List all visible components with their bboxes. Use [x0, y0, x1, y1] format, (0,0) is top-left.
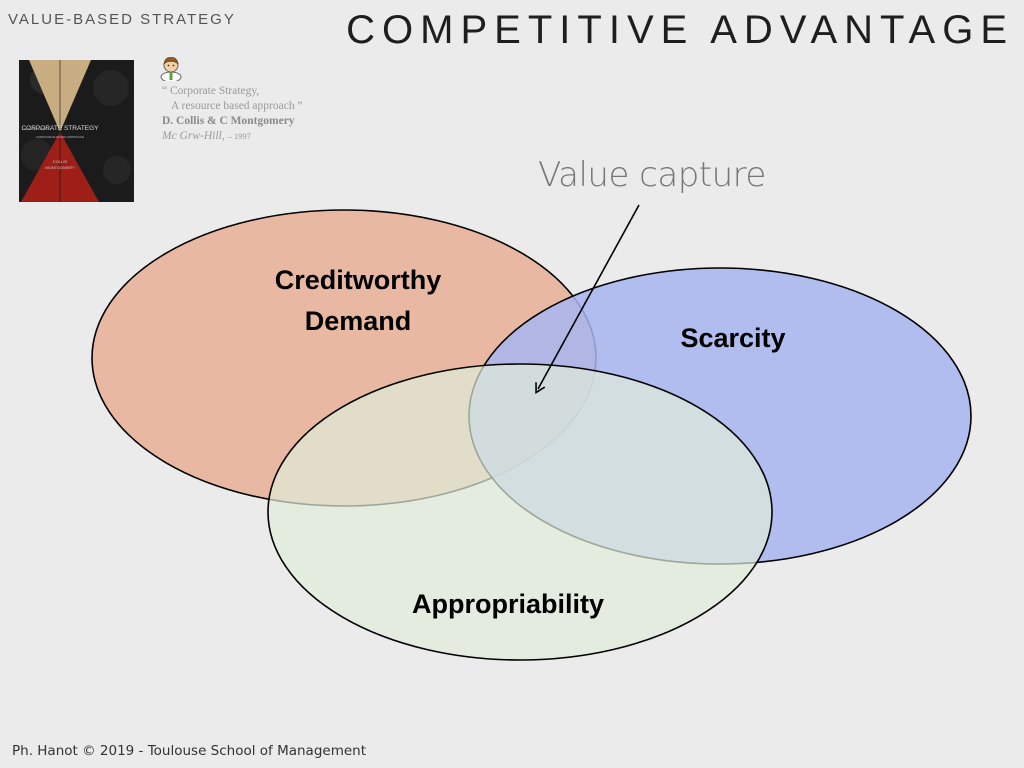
value-capture-arrow	[535, 204, 640, 394]
citation-year: – 1997	[227, 131, 251, 141]
book-cover-title: CORPORATE STRATEGY	[21, 125, 99, 132]
appropriability-circle	[267, 363, 773, 661]
demand-label: Creditworthy Demand	[248, 260, 468, 342]
demand-label-line2: Demand	[304, 306, 412, 336]
book-cover-edition: SECOND EDITION	[24, 127, 50, 131]
book-cover-subtitle: A RESOURCE-BASED APPROACH	[36, 135, 84, 139]
citation-publisher: Mc Grw-Hill,	[162, 130, 225, 142]
page-title: COMPETITIVE ADVANTAGE	[346, 8, 1014, 52]
demand-label-line1: Creditworthy	[274, 265, 442, 295]
footer-credit: Ph. Hanot © 2019 - Toulouse School of Ma…	[12, 743, 367, 759]
citation-title: “ Corporate Strategy,	[162, 85, 260, 97]
section-label: VALUE-BASED STRATEGY	[8, 11, 236, 28]
citation-authors: D. Collis & C Montgomery	[162, 115, 295, 127]
book-cover-image: CORPORATE STRATEGY A RESOURCE-BASED APPR…	[19, 60, 134, 202]
value-capture-label: Value capture	[538, 155, 766, 195]
scarcity-label: Scarcity	[680, 323, 786, 353]
person-icon	[160, 57, 182, 81]
book-cover-author1: COLLIS	[53, 159, 68, 164]
appropriability-label: Appropriability	[411, 589, 604, 619]
book-cover-author2: MONTGOMERY	[45, 165, 75, 170]
citation: “ Corporate Strategy, A resource based a…	[162, 84, 303, 144]
citation-subtitle: A resource based approach ”	[171, 100, 303, 112]
